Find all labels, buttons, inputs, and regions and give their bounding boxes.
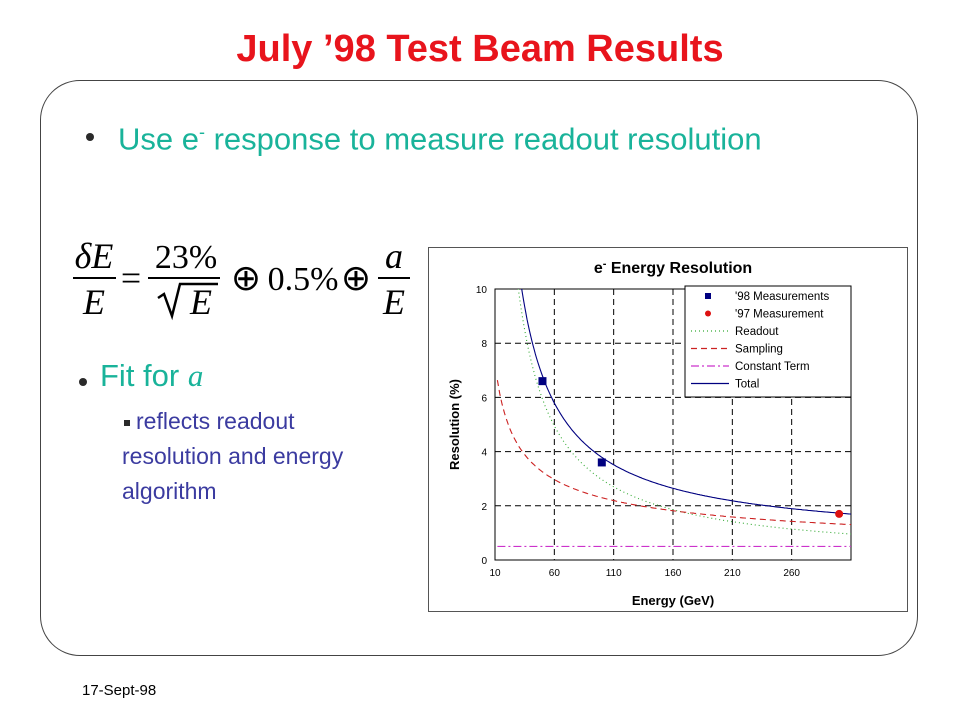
bullet-fit-for-a: Fit for a — [100, 358, 203, 394]
legend-entry: Sampling — [735, 344, 783, 356]
formula-term1-numerator: 23% — [155, 239, 217, 276]
formula-term1-denominator: E — [189, 282, 212, 322]
x-tick-label: 160 — [665, 568, 682, 579]
subbullet-text: reflects readout resolution and energy a… — [122, 408, 344, 504]
sqrt-sign-icon — [157, 282, 218, 321]
y-tick-label: 4 — [481, 448, 487, 459]
bullet2-text: Fit for — [100, 358, 188, 393]
formula-lhs-denominator: E — [82, 282, 105, 322]
legend-entry: Total — [735, 379, 759, 391]
y-tick-label: 0 — [481, 556, 487, 567]
data-point-98-measurement — [597, 458, 606, 467]
formula-term2: 0.5% — [268, 261, 339, 298]
bullet1-prefix: Use e — [118, 121, 199, 157]
legend-entry: '98 Measurements — [735, 291, 829, 303]
bullet-dot-icon — [86, 133, 94, 141]
series-line-total — [521, 289, 851, 515]
x-tick-label: 10 — [489, 568, 501, 579]
legend-entry: Constant Term — [735, 361, 810, 373]
bullet1-superscript: - — [198, 122, 205, 142]
bullet1-suffix: response to measure readout resolution — [204, 121, 762, 157]
subbullet-readout-algorithm: reflects readout resolution and energy a… — [122, 404, 382, 509]
legend-entry: '97 Measurement — [735, 309, 824, 321]
formula-oplus-2: ⊕ — [341, 258, 371, 298]
formula-term3-numerator: a — [385, 236, 403, 276]
square-bullet-icon — [124, 420, 130, 426]
y-tick-label: 2 — [481, 502, 487, 513]
x-tick-label: 210 — [724, 568, 741, 579]
formula-term3-denominator: E — [382, 282, 405, 322]
bullet-readout-resolution: Use e- response to measure readout resol… — [118, 112, 778, 159]
energy-resolution-chart: 10 60 110 160 210 260 0 2 4 6 8 10 e- Energy Resolut… — [428, 247, 908, 612]
formula-equals: = — [121, 258, 141, 298]
x-tick-label: 60 — [549, 568, 561, 579]
data-point-97-measurement — [835, 509, 844, 518]
content-frame — [40, 80, 918, 656]
y-tick-label: 8 — [481, 339, 487, 350]
x-tick-label: 110 — [606, 568, 622, 579]
legend-marker-circle — [705, 310, 711, 317]
slide-title: July ’98 Test Beam Results — [236, 28, 724, 70]
legend-entry: Readout — [735, 326, 779, 338]
x-axis-label: Energy (GeV) — [632, 593, 714, 608]
legend-marker-square — [705, 293, 711, 299]
resolution-formula: δE E = 23% E ⊕ 0.5% ⊕ a E — [73, 236, 410, 322]
chart-title: e- Energy Resolution — [594, 258, 752, 277]
y-tick-label: 10 — [476, 285, 488, 296]
slide-date: 17-Sept-98 — [82, 682, 157, 699]
x-tick-label: 260 — [783, 568, 800, 579]
series-line-sampling — [496, 380, 851, 526]
bullet2-variable: a — [187, 358, 204, 393]
chart-svg: 10 60 110 160 210 260 0 2 4 6 8 10 e- Energy Resolut… — [447, 258, 852, 608]
bullet-dot-icon — [79, 378, 87, 386]
formula-oplus-1: ⊕ — [231, 258, 261, 298]
y-axis-label: Resolution (%) — [447, 379, 462, 470]
formula-lhs-numerator: δE — [75, 236, 114, 276]
y-tick-label: 6 — [481, 393, 487, 404]
data-point-98-measurement — [538, 377, 547, 386]
legend-box — [684, 285, 852, 398]
